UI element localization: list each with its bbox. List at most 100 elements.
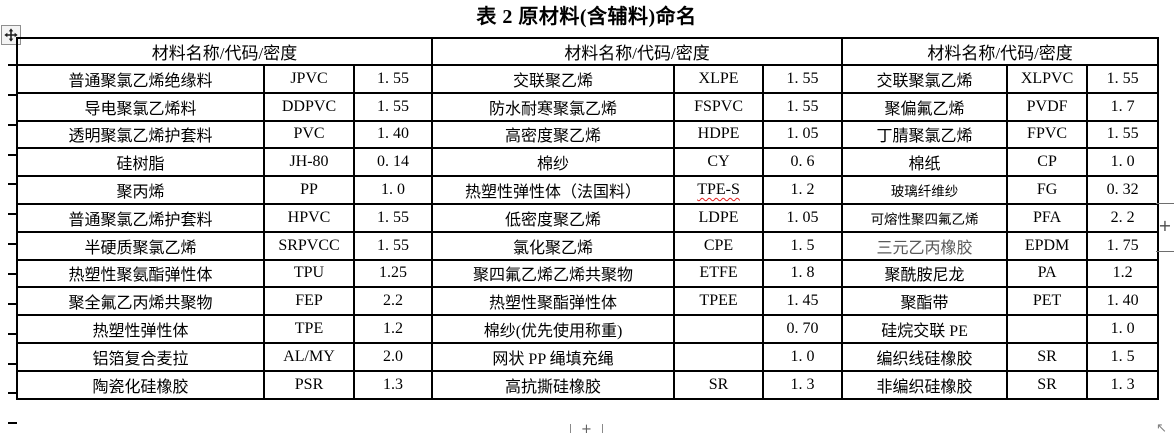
material-density-cell[interactable]: 1. 55 <box>762 91 844 122</box>
material-code-cell[interactable]: FPVC <box>1006 119 1089 150</box>
material-name-cell[interactable]: 三元乙丙橡胶 <box>841 230 1009 261</box>
table-title[interactable]: 表 2 原材料(含辅料)命名 <box>476 6 697 28</box>
material-code-cell[interactable]: LDPE <box>673 202 765 233</box>
material-code-cell[interactable]: TPE <box>263 314 355 344</box>
material-density-cell[interactable]: 2.2 <box>352 286 434 317</box>
material-name-cell[interactable]: 热塑性弹性体（法国料） <box>431 175 676 205</box>
material-name-cell[interactable]: 棉纱(优先使用称重) <box>431 314 676 344</box>
material-code-cell[interactable]: CPE <box>673 230 765 261</box>
material-density-cell[interactable]: 1. 55 <box>762 64 844 94</box>
material-density-cell[interactable]: 2.0 <box>352 341 434 372</box>
insert-column-control[interactable]: + <box>1156 203 1174 252</box>
material-name-cell[interactable]: 硅烷交联 PE <box>841 314 1009 344</box>
material-density-cell[interactable]: 0. 14 <box>352 147 434 178</box>
material-code-cell[interactable]: CP <box>1006 147 1089 178</box>
material-density-cell[interactable]: 1. 75 <box>1086 230 1160 261</box>
material-code-cell[interactable]: SRPVCC <box>263 230 355 261</box>
plus-icon[interactable]: + <box>1158 216 1172 235</box>
material-code-cell[interactable]: PFA <box>1006 202 1089 233</box>
plus-icon[interactable]: + <box>581 422 592 433</box>
material-density-cell[interactable]: 1.2 <box>352 314 434 344</box>
material-code-cell[interactable]: PET <box>1006 286 1089 317</box>
material-code-cell[interactable]: FSPVC <box>673 91 765 122</box>
material-density-cell[interactable]: 1. 3 <box>1086 369 1160 400</box>
material-name-cell[interactable]: 聚全氟乙丙烯共聚物 <box>16 286 265 317</box>
material-name-cell[interactable]: 聚丙烯 <box>16 175 265 205</box>
material-name-cell[interactable]: 聚偏氟乙烯 <box>841 91 1009 122</box>
material-density-cell[interactable]: 1. 0 <box>352 175 434 205</box>
material-name-cell[interactable]: 高抗撕硅橡胶 <box>431 369 676 400</box>
material-density-cell[interactable]: 2. 2 <box>1086 202 1160 233</box>
material-name-cell[interactable]: 热塑性聚酯弹性体 <box>431 286 676 317</box>
material-code-cell[interactable]: PA <box>1006 258 1089 289</box>
material-name-cell[interactable]: 编织线硅橡胶 <box>841 341 1009 372</box>
material-density-cell[interactable]: 1. 55 <box>352 230 434 261</box>
material-code-cell[interactable]: PP <box>263 175 355 205</box>
material-code-cell[interactable]: JH-80 <box>263 147 355 178</box>
material-code-cell[interactable]: AL/MY <box>263 341 355 372</box>
material-code-cell[interactable] <box>1006 314 1089 344</box>
material-name-cell[interactable]: 半硬质聚氯乙烯 <box>16 230 265 261</box>
material-code-cell[interactable]: EPDM <box>1006 230 1089 261</box>
table-move-handle[interactable] <box>1 25 21 45</box>
material-code-cell[interactable]: SR <box>1006 341 1089 372</box>
material-name-cell[interactable]: 低密度聚乙烯 <box>431 202 676 233</box>
material-density-cell[interactable]: 1. 2 <box>762 175 844 205</box>
material-density-cell[interactable]: 1. 0 <box>1086 314 1160 344</box>
material-density-cell[interactable]: 1. 05 <box>762 119 844 150</box>
material-name-cell[interactable]: 聚酰胺尼龙 <box>841 258 1009 289</box>
material-density-cell[interactable]: 1.2 <box>1086 258 1160 289</box>
material-name-cell[interactable]: 透明聚氯乙烯护套料 <box>16 119 265 150</box>
material-code-cell[interactable]: PVDF <box>1006 91 1089 122</box>
material-density-cell[interactable]: 0. 70 <box>762 314 844 344</box>
table-header-cell[interactable]: 材料名称/代码/密度 <box>15 37 434 66</box>
material-density-cell[interactable]: 0. 32 <box>1086 175 1160 205</box>
material-code-cell[interactable]: SR <box>673 369 765 400</box>
material-name-cell[interactable]: 交联聚氯乙烯 <box>841 64 1009 94</box>
material-code-cell[interactable]: HDPE <box>673 119 765 150</box>
material-density-cell[interactable]: 1. 55 <box>1086 64 1160 94</box>
material-density-cell[interactable]: 1. 05 <box>762 202 844 233</box>
material-density-cell[interactable]: 1. 5 <box>762 230 844 261</box>
material-density-cell[interactable]: 0. 6 <box>762 147 844 178</box>
material-name-cell[interactable]: 可熔性聚四氟乙烯 <box>841 202 1009 233</box>
material-code-cell[interactable]: JPVC <box>263 64 355 94</box>
material-code-cell[interactable]: XLPVC <box>1006 64 1089 94</box>
material-code-cell[interactable]: XLPE <box>673 64 765 94</box>
material-code-cell[interactable]: FEP <box>263 286 355 317</box>
material-name-cell[interactable]: 交联聚乙烯 <box>431 64 676 94</box>
material-name-cell[interactable]: 硅树脂 <box>16 147 265 178</box>
material-name-cell[interactable]: 普通聚氯乙烯护套料 <box>16 202 265 233</box>
material-name-cell[interactable]: 普通聚氯乙烯绝缘料 <box>16 64 265 94</box>
material-density-cell[interactable]: 1. 8 <box>762 258 844 289</box>
material-density-cell[interactable]: 1. 0 <box>762 341 844 372</box>
material-code-cell[interactable]: SR <box>1006 369 1089 400</box>
material-density-cell[interactable]: 1. 55 <box>1086 119 1160 150</box>
material-code-cell[interactable]: PSR <box>263 369 355 400</box>
material-code-cell[interactable]: FG <box>1006 175 1089 205</box>
material-density-cell[interactable]: 1.3 <box>352 369 434 400</box>
material-name-cell[interactable]: 网状 PP 绳填充绳 <box>431 341 676 372</box>
material-name-cell[interactable]: 聚四氟乙烯乙烯共聚物 <box>431 258 676 289</box>
material-code-cell[interactable]: CY <box>673 147 765 178</box>
material-density-cell[interactable]: 1. 7 <box>1086 91 1160 122</box>
material-name-cell[interactable]: 非编织硅橡胶 <box>841 369 1009 400</box>
material-name-cell[interactable]: 铝箔复合麦拉 <box>16 341 265 372</box>
material-density-cell[interactable]: 1. 3 <box>762 369 844 400</box>
material-code-cell[interactable] <box>673 341 765 372</box>
material-name-cell[interactable]: 热塑性弹性体 <box>16 314 265 344</box>
material-name-cell[interactable]: 氯化聚乙烯 <box>431 230 676 261</box>
material-density-cell[interactable]: 1. 45 <box>762 286 844 317</box>
material-density-cell[interactable]: 1. 40 <box>352 119 434 150</box>
material-code-cell[interactable] <box>673 314 765 344</box>
material-name-cell[interactable]: 陶瓷化硅橡胶 <box>16 369 265 400</box>
table-header-cell[interactable]: 材料名称/代码/密度 <box>841 37 1160 66</box>
material-density-cell[interactable]: 1.25 <box>352 258 434 289</box>
material-name-cell[interactable]: 棉纱 <box>431 147 676 178</box>
material-code-cell[interactable]: PVC <box>263 119 355 150</box>
material-name-cell[interactable]: 防水耐寒聚氯乙烯 <box>431 91 676 122</box>
material-density-cell[interactable]: 1. 55 <box>352 202 434 233</box>
insert-row-control[interactable]: + <box>570 422 603 433</box>
material-density-cell[interactable]: 1. 0 <box>1086 147 1160 178</box>
material-density-cell[interactable]: 1. 5 <box>1086 341 1160 372</box>
